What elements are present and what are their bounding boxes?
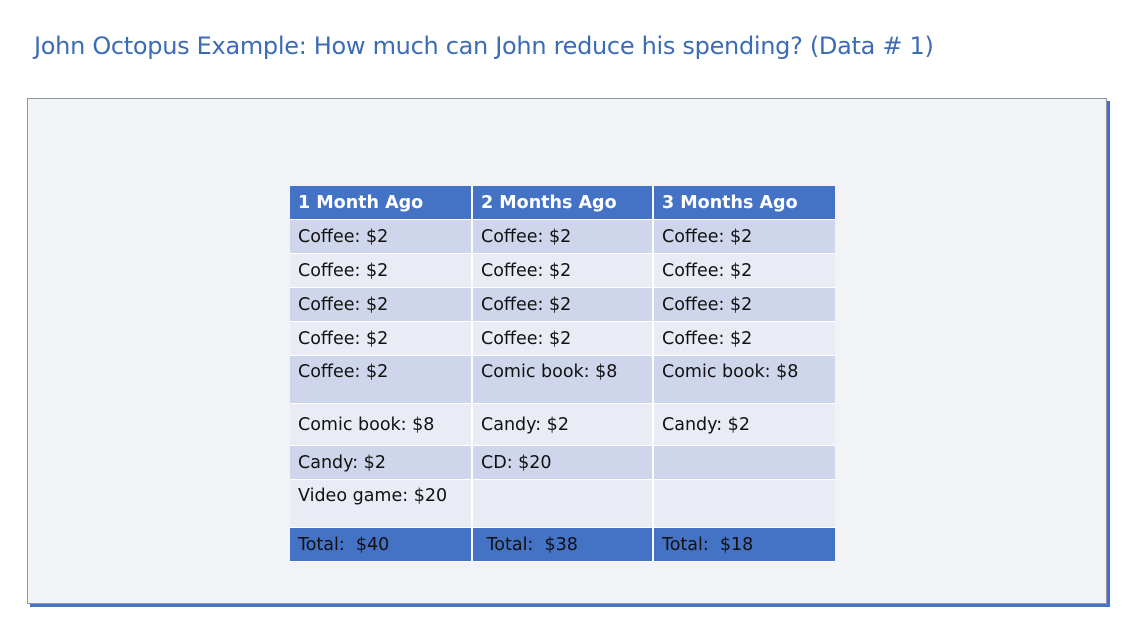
table-cell: Comic book: $8 xyxy=(653,355,835,404)
table-row: Video game: $20 xyxy=(290,479,835,528)
total-cell: Total: $40 xyxy=(290,527,473,562)
table-cell: Coffee: $2 xyxy=(472,219,654,254)
table-cell: Coffee: $2 xyxy=(653,219,835,254)
table-cell xyxy=(653,479,835,528)
table-cell: Coffee: $2 xyxy=(472,287,654,322)
table-row: Candy: $2 CD: $20 xyxy=(290,445,835,480)
table-cell: Candy: $2 xyxy=(472,403,654,446)
table-cell: Coffee: $2 xyxy=(290,321,473,356)
table-cell xyxy=(472,479,654,528)
table-row: Coffee: $2 Comic book: $8 Comic book: $8 xyxy=(290,355,835,404)
table-cell: CD: $20 xyxy=(472,445,654,480)
table-cell: Coffee: $2 xyxy=(472,321,654,356)
table-row: Coffee: $2 Coffee: $2 Coffee: $2 xyxy=(290,321,835,356)
table-cell: Coffee: $2 xyxy=(290,253,473,288)
table-cell: Coffee: $2 xyxy=(290,219,473,254)
column-header: 1 Month Ago xyxy=(290,186,473,220)
table-cell xyxy=(653,445,835,480)
table-header-row: 1 Month Ago 2 Months Ago 3 Months Ago xyxy=(290,186,835,220)
table-row: Comic book: $8 Candy: $2 Candy: $2 xyxy=(290,403,835,446)
table-row: Coffee: $2 Coffee: $2 Coffee: $2 xyxy=(290,253,835,288)
table-cell: Coffee: $2 xyxy=(653,253,835,288)
spending-table: 1 Month Ago 2 Months Ago 3 Months Ago Co… xyxy=(290,186,835,562)
total-cell: Total: $18 xyxy=(653,527,835,562)
table-cell: Coffee: $2 xyxy=(290,355,473,404)
table-cell: Comic book: $8 xyxy=(472,355,654,404)
table-cell: Comic book: $8 xyxy=(290,403,473,446)
table-cell: Candy: $2 xyxy=(290,445,473,480)
column-header: 2 Months Ago xyxy=(472,186,654,220)
table-row: Coffee: $2 Coffee: $2 Coffee: $2 xyxy=(290,219,835,254)
table-cell: Coffee: $2 xyxy=(653,287,835,322)
total-cell: Total: $38 xyxy=(472,527,654,562)
table-cell: Coffee: $2 xyxy=(472,253,654,288)
column-header: 3 Months Ago xyxy=(653,186,835,220)
table-cell: Coffee: $2 xyxy=(653,321,835,356)
table-cell: Video game: $20 xyxy=(290,479,473,528)
table-total-row: Total: $40 Total: $38 Total: $18 xyxy=(290,527,835,562)
slide-title: John Octopus Example: How much can John … xyxy=(34,32,934,60)
table-cell: Coffee: $2 xyxy=(290,287,473,322)
table-row: Coffee: $2 Coffee: $2 Coffee: $2 xyxy=(290,287,835,322)
table-cell: Candy: $2 xyxy=(653,403,835,446)
